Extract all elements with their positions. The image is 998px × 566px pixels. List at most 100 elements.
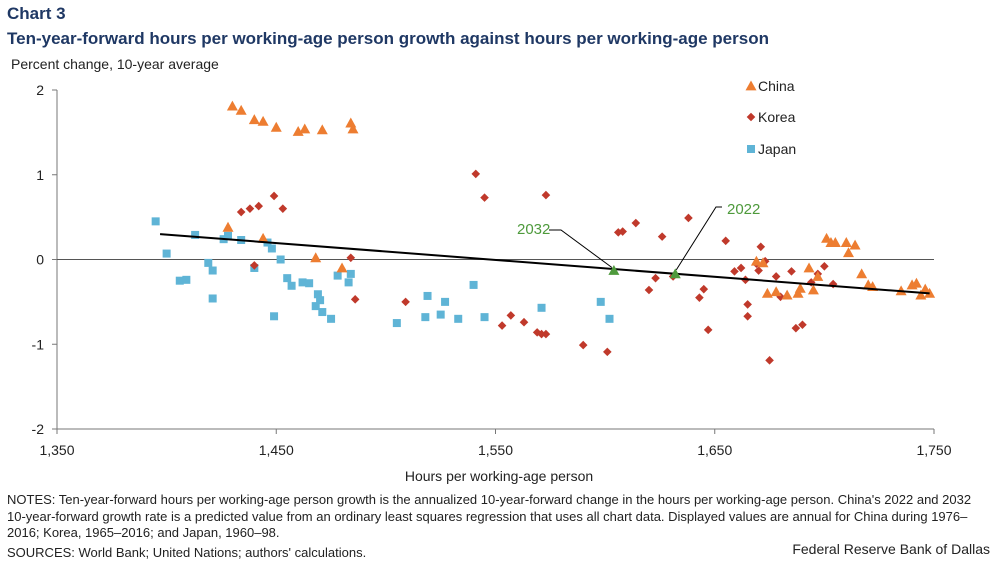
overlay: 2032 2022: [159, 201, 930, 295]
legend-marker-korea: [746, 112, 756, 122]
annotation-leader-2032: [549, 229, 613, 268]
data-point-korea: [703, 325, 713, 335]
data-point-japan: [311, 302, 320, 311]
sources: SOURCES: World Bank; United Nations; aut…: [7, 545, 367, 560]
data-point-korea: [245, 204, 255, 213]
data-point-korea: [651, 273, 660, 283]
data-point-korea: [269, 191, 279, 201]
data-point-japan: [436, 310, 445, 319]
data-point-korea: [254, 201, 264, 211]
data-point-japan: [333, 271, 342, 280]
x-tick-label: 1,650: [697, 442, 732, 458]
data-point-china: [257, 115, 269, 126]
data-point-china: [257, 232, 269, 243]
data-point-japan: [454, 314, 463, 323]
data-point-china: [345, 117, 357, 128]
data-point-china: [750, 255, 762, 266]
x-tick-label: 1,550: [478, 442, 513, 458]
data-point-japan: [469, 280, 478, 289]
data-point-korea: [787, 267, 796, 276]
data-point-china: [770, 286, 782, 297]
legend-marker-japan: [747, 145, 755, 153]
data-point-china: [222, 221, 234, 232]
data-point-japan: [346, 269, 355, 278]
data-point-japan: [327, 314, 336, 323]
data-point-japan: [287, 281, 296, 290]
data-point-japan: [151, 217, 160, 226]
data-point-korea: [278, 204, 288, 213]
data-point-japan: [392, 319, 401, 328]
data-point-korea: [541, 329, 551, 339]
data-point-japan: [480, 313, 489, 322]
data-point-china: [856, 268, 868, 279]
data-point-korea: [760, 256, 770, 266]
y-tick-label: 1: [36, 167, 44, 183]
data-point-japan: [182, 275, 191, 284]
data-point-china: [336, 262, 348, 273]
data-point-japan: [224, 231, 233, 240]
data-point-japan: [421, 313, 430, 322]
data-point-korea: [765, 356, 774, 365]
data-point-china: [299, 123, 311, 134]
data-point-korea: [603, 347, 612, 357]
data-point-korea: [250, 261, 259, 270]
data-point-korea: [497, 321, 507, 330]
legend-label-china: China: [758, 78, 795, 94]
data-point-korea: [236, 207, 246, 217]
data-point-china: [792, 287, 804, 298]
data-point-korea: [791, 323, 801, 333]
data-point-japan: [423, 291, 432, 300]
data-point-china: [803, 262, 815, 273]
legend: China Korea Japan: [745, 78, 796, 157]
data-point-china: [761, 287, 773, 298]
data-point-korea: [798, 320, 807, 330]
y-tick-label: 2: [36, 82, 44, 98]
data-point-japan: [208, 294, 217, 303]
data-point-korea: [743, 300, 752, 309]
data-point-korea: [754, 266, 763, 275]
prediction-point: [669, 268, 681, 279]
data-point-china: [840, 237, 852, 247]
data-point-korea: [695, 293, 704, 302]
data-point-korea: [743, 311, 752, 321]
x-axis-label: Hours per working-age person: [0, 468, 998, 484]
data-point-china: [226, 100, 238, 111]
annotation-2032: 2032: [517, 221, 550, 238]
data-point-china: [316, 124, 328, 135]
data-point-korea: [730, 267, 739, 276]
data-point-japan: [318, 308, 327, 317]
data-point-korea: [350, 295, 360, 304]
scatter-plot: -2 -1 0 1 2 1,350 1,450 1,550 1,650 1,750 2032 202…: [32, 78, 952, 458]
data-point-japan: [175, 276, 184, 285]
data-point-china: [757, 257, 769, 268]
y-tick-label: 0: [36, 252, 44, 268]
data-point-japan: [276, 255, 285, 264]
y-tick-label: -1: [32, 336, 45, 352]
data-point-china: [842, 247, 854, 258]
data-point-japan: [298, 278, 307, 287]
x-tick-label: 1,450: [259, 442, 294, 458]
data-point-korea: [519, 317, 529, 327]
data-point-korea: [699, 284, 709, 294]
data-point-china: [248, 114, 260, 125]
data-point-korea: [618, 227, 627, 236]
y-tick-label: -2: [32, 421, 45, 437]
chart-number: Chart 3: [7, 4, 66, 23]
data-point-japan: [537, 303, 546, 312]
data-point-japan: [441, 297, 450, 306]
data-point-japan: [344, 278, 353, 287]
x-tick-label: 1,350: [39, 442, 74, 458]
notes: NOTES: Ten-year-forward hours per workin…: [7, 492, 972, 540]
legend-label-korea: Korea: [758, 109, 796, 125]
chart-title: Ten-year-forward hours per working-age p…: [7, 29, 769, 48]
data-point-korea: [644, 285, 654, 295]
data-point-korea: [657, 232, 667, 241]
data-point-japan: [267, 244, 276, 253]
data-point-korea: [401, 297, 410, 307]
data-point-japan: [162, 249, 171, 258]
data-point-japan: [313, 290, 322, 299]
annotation-2022: 2022: [727, 201, 760, 218]
data-point-korea: [537, 329, 546, 339]
data-point-korea: [506, 311, 516, 320]
legend-marker-china: [745, 80, 757, 91]
